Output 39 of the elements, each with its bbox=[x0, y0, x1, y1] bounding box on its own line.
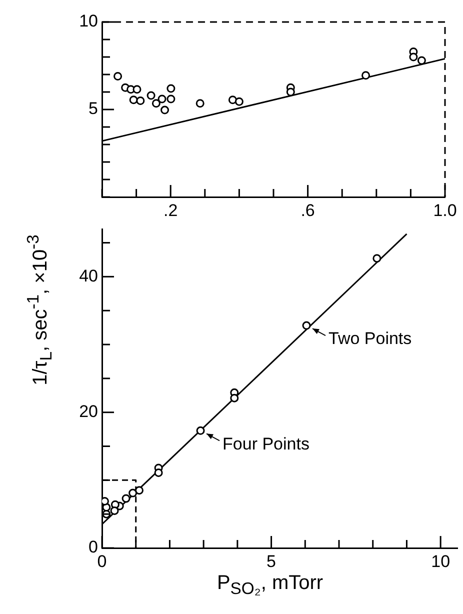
point bbox=[286, 88, 295, 96]
point bbox=[362, 71, 370, 80]
annotation: Two Points bbox=[328, 329, 412, 348]
point bbox=[114, 72, 122, 80]
y-tick-label: 0 bbox=[88, 538, 98, 557]
point bbox=[132, 85, 142, 94]
x-tick-label: .6 bbox=[300, 200, 315, 220]
point bbox=[196, 426, 205, 435]
point bbox=[128, 488, 138, 498]
point bbox=[134, 486, 144, 495]
point bbox=[110, 506, 119, 515]
point bbox=[230, 394, 239, 402]
point bbox=[152, 99, 160, 108]
point bbox=[417, 56, 426, 65]
y-tick-label: 5 bbox=[88, 99, 98, 118]
x-tick-label: .2 bbox=[164, 200, 178, 220]
y-tick-label: 40 bbox=[79, 266, 98, 286]
annotation: Four Points bbox=[222, 434, 310, 454]
y-tick-label: 10 bbox=[79, 12, 98, 31]
point bbox=[372, 254, 382, 263]
point bbox=[154, 468, 163, 477]
y-tick-label: 20 bbox=[79, 402, 98, 422]
point bbox=[136, 96, 145, 105]
point bbox=[196, 99, 204, 108]
point bbox=[122, 494, 130, 503]
x-axis-title: P$_{SO₂}$, mTorr bbox=[216, 572, 324, 599]
point bbox=[166, 84, 176, 93]
point bbox=[129, 96, 138, 104]
point bbox=[409, 52, 418, 62]
point bbox=[302, 321, 311, 330]
point bbox=[158, 94, 166, 104]
x-tick-label: 10 bbox=[431, 552, 450, 571]
point bbox=[160, 106, 170, 114]
point bbox=[228, 96, 237, 104]
point bbox=[234, 97, 244, 106]
x-tick-label: 1.0 bbox=[433, 200, 457, 220]
point bbox=[166, 94, 176, 104]
x-tick-label: 5 bbox=[266, 552, 276, 571]
point bbox=[146, 91, 156, 100]
